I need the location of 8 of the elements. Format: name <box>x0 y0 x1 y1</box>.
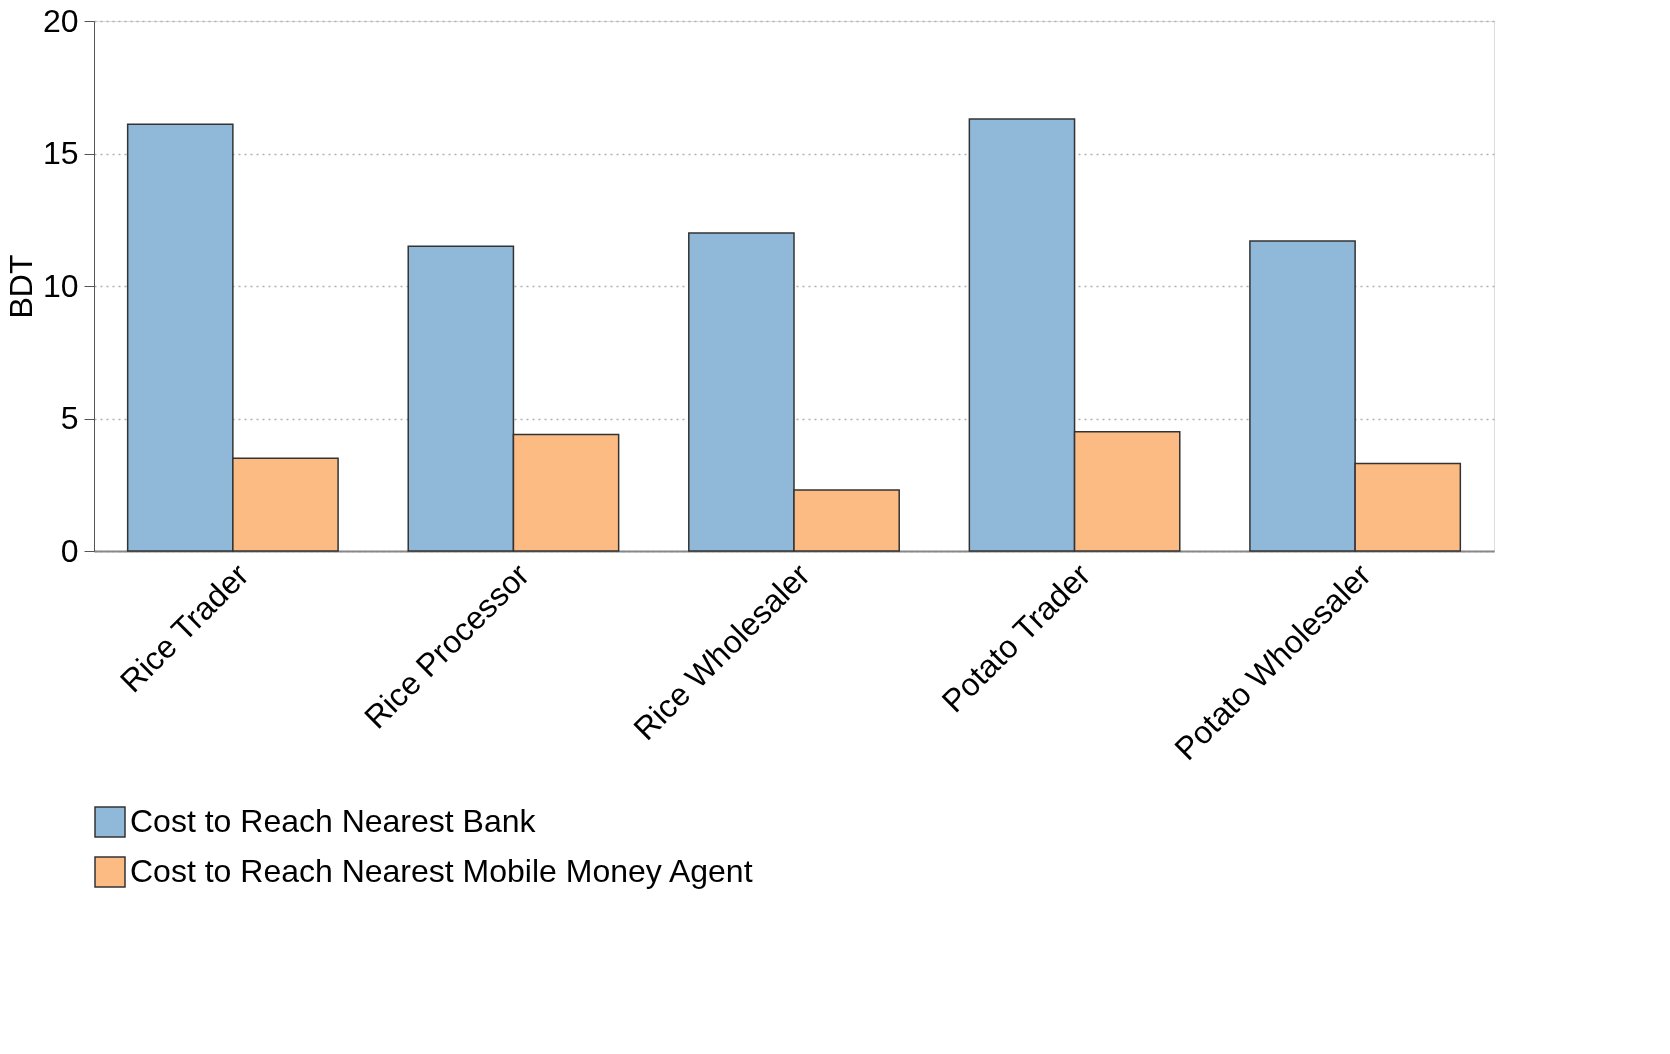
legend-label: Cost to Reach Nearest Mobile Money Agent <box>130 853 753 889</box>
y-tick-label: 5 <box>60 400 79 436</box>
y-tick-label: 0 <box>60 532 79 569</box>
y-axis-title: BDT <box>2 254 39 319</box>
y-tick-label: 10 <box>42 267 79 304</box>
y-tick-label: 20 <box>42 2 79 39</box>
legend-label: Cost to Reach Nearest Bank <box>130 803 537 839</box>
y-tick-label: 15 <box>42 135 79 171</box>
